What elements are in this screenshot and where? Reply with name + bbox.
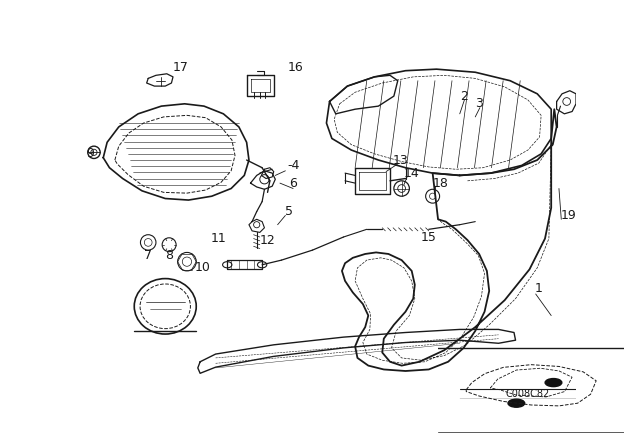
Text: 5: 5 [285,205,293,218]
Text: 8: 8 [165,249,173,262]
Text: 12: 12 [260,233,276,246]
Text: 9: 9 [86,147,94,160]
Text: 7: 7 [143,249,152,262]
Text: 2: 2 [460,90,468,103]
Text: 6: 6 [289,177,297,190]
Text: 1: 1 [535,282,543,295]
Text: 10: 10 [195,261,211,274]
Text: 17: 17 [173,61,189,74]
Text: 13: 13 [393,154,409,167]
Text: 15: 15 [421,231,437,244]
Circle shape [508,399,525,407]
Text: 11: 11 [210,232,226,245]
Text: 3: 3 [476,97,483,110]
Text: 14: 14 [404,167,420,180]
Text: 18: 18 [433,177,449,190]
Text: 16: 16 [288,61,303,74]
Text: 19: 19 [561,209,576,222]
Text: -4: -4 [288,159,300,172]
Text: C008C82: C008C82 [506,389,550,399]
Circle shape [545,379,562,387]
